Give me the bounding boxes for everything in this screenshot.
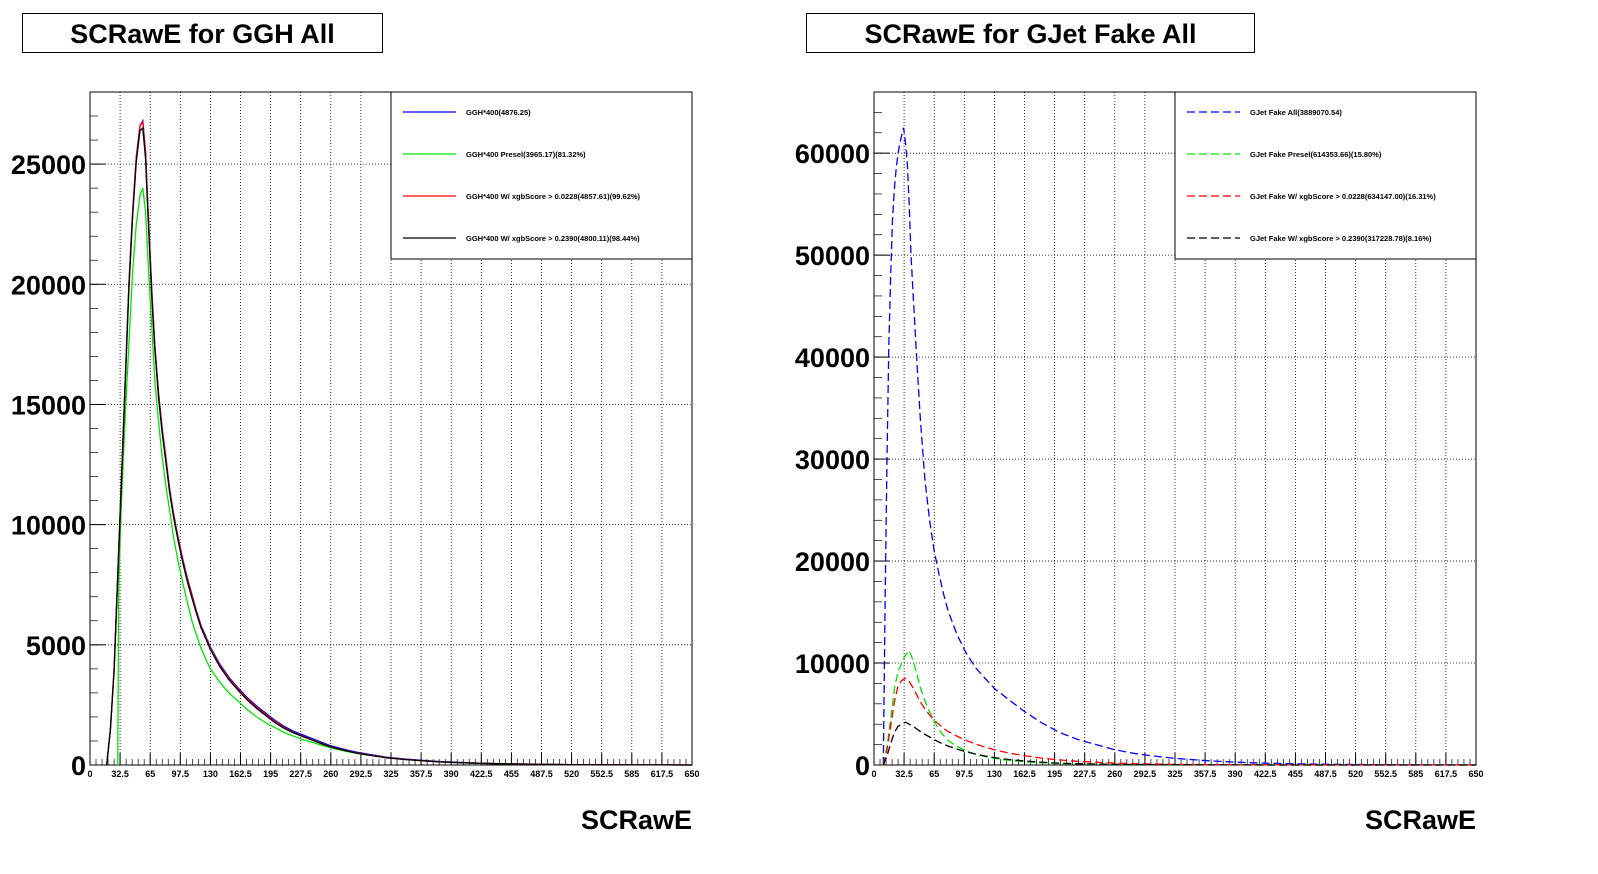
left-chart: 0 32.5 65 97.5 130 162.5 195 227.5 260 292.5 325 35…: [11, 91, 700, 835]
x-tick-label: 227.5: [1073, 769, 1096, 779]
legend-entry: GJet Fake Presel(614353.66)(15.80%): [1250, 150, 1382, 159]
series-line-1: [882, 127, 1476, 766]
series-line-4: [106, 126, 693, 766]
x-tick-label: 0: [87, 769, 92, 779]
left-chart-title: SCRawE for GGH All: [22, 13, 383, 53]
x-tick-label: 65: [929, 769, 939, 779]
x-tick-label: 32.5: [111, 769, 129, 779]
series-line-2: [117, 187, 693, 766]
legend-entry: GGH*400 W/ xgbScore > 0.2390(4800.11)(98…: [466, 234, 640, 243]
series-line-4: [882, 721, 1476, 766]
y-tick-label: 10000: [795, 649, 870, 679]
legend-entry: GJet Fake W/ xgbScore > 0.2390(317228.78…: [1250, 234, 1432, 243]
x-tick-label: 422.5: [1254, 769, 1277, 779]
x-tick-label: 357.5: [410, 769, 433, 779]
y-tick-label: 0: [71, 751, 86, 781]
x-tick-label: 325: [383, 769, 398, 779]
series-line-3: [882, 677, 1476, 766]
legend: GJet Fake All(3889070.54) GJet Fake Prese…: [1174, 91, 1477, 260]
x-tick-label: 487.5: [530, 769, 553, 779]
legend-frame: [1174, 91, 1477, 260]
x-tick-label: 162.5: [1013, 769, 1036, 779]
x-tick-label: 32.5: [895, 769, 913, 779]
legend-frame: [390, 91, 693, 260]
x-tick-label: 390: [1228, 769, 1243, 779]
x-tick-label: 585: [1408, 769, 1423, 779]
x-tick-label: 292.5: [350, 769, 373, 779]
legend-entry: GGH*400 W/ xgbScore > 0.0228(4857.61)(99…: [466, 192, 641, 201]
right-chart: 0 32.5 65 97.5 130 162.5 195 227.5 260 292.5 325 35…: [795, 91, 1484, 835]
x-tick-label: 260: [323, 769, 338, 779]
x-tick-label: 390: [444, 769, 459, 779]
y-tick-label: 15000: [11, 390, 86, 420]
legend-entry: GJet Fake All(3889070.54): [1250, 108, 1342, 117]
y-tick-label: 25000: [11, 150, 86, 180]
x-axis-label: SCRawE: [1365, 805, 1476, 835]
x-tick-label: 227.5: [289, 769, 312, 779]
x-tick-label: 585: [624, 769, 639, 779]
x-tick-label: 97.5: [956, 769, 974, 779]
x-tick-label: 650: [684, 769, 699, 779]
x-tick-label: 617.5: [1435, 769, 1458, 779]
x-tick-label: 650: [1468, 769, 1483, 779]
y-tick-label: 0: [855, 751, 870, 781]
x-tick-label: 617.5: [651, 769, 674, 779]
legend: GGH*400(4876.25) GGH*400 Presel(3965.17)(…: [390, 91, 693, 260]
x-tick-label: 552.5: [590, 769, 613, 779]
legend-entry: GGH*400(4876.25): [466, 108, 531, 117]
legend-entry: GJet Fake W/ xgbScore > 0.0228(634147.00…: [1250, 192, 1436, 201]
x-tick-label: 0: [871, 769, 876, 779]
y-tick-label: 20000: [11, 270, 86, 300]
x-tick-label: 195: [1047, 769, 1062, 779]
y-tick-label: 5000: [26, 631, 86, 661]
x-tick-label: 325: [1167, 769, 1182, 779]
x-tick-label: 162.5: [229, 769, 252, 779]
series-line-2: [882, 649, 1476, 766]
legend-entry: GGH*400 Presel(3965.17)(81.32%): [466, 150, 586, 159]
x-tick-label: 520: [1348, 769, 1363, 779]
right-chart-title: SCRawE for GJet Fake All: [806, 13, 1255, 53]
y-tick-label: 60000: [795, 139, 870, 169]
x-tick-label: 292.5: [1134, 769, 1157, 779]
x-tick-label: 422.5: [470, 769, 493, 779]
x-tick-label: 130: [987, 769, 1002, 779]
y-tick-label: 50000: [795, 241, 870, 271]
x-tick-label: 455: [504, 769, 519, 779]
y-tick-label: 10000: [11, 511, 86, 541]
x-tick-label: 97.5: [172, 769, 190, 779]
y-tick-label: 20000: [795, 547, 870, 577]
x-tick-label: 65: [145, 769, 155, 779]
x-tick-label: 130: [203, 769, 218, 779]
y-tick-label: 40000: [795, 343, 870, 373]
x-tick-label: 260: [1107, 769, 1122, 779]
x-tick-label: 455: [1288, 769, 1303, 779]
x-tick-label: 520: [564, 769, 579, 779]
x-tick-label: 552.5: [1374, 769, 1397, 779]
y-tick-label: 30000: [795, 445, 870, 475]
x-tick-label: 357.5: [1194, 769, 1217, 779]
x-tick-label: 195: [263, 769, 278, 779]
x-tick-label: 487.5: [1314, 769, 1337, 779]
x-axis-label: SCRawE: [581, 805, 692, 835]
